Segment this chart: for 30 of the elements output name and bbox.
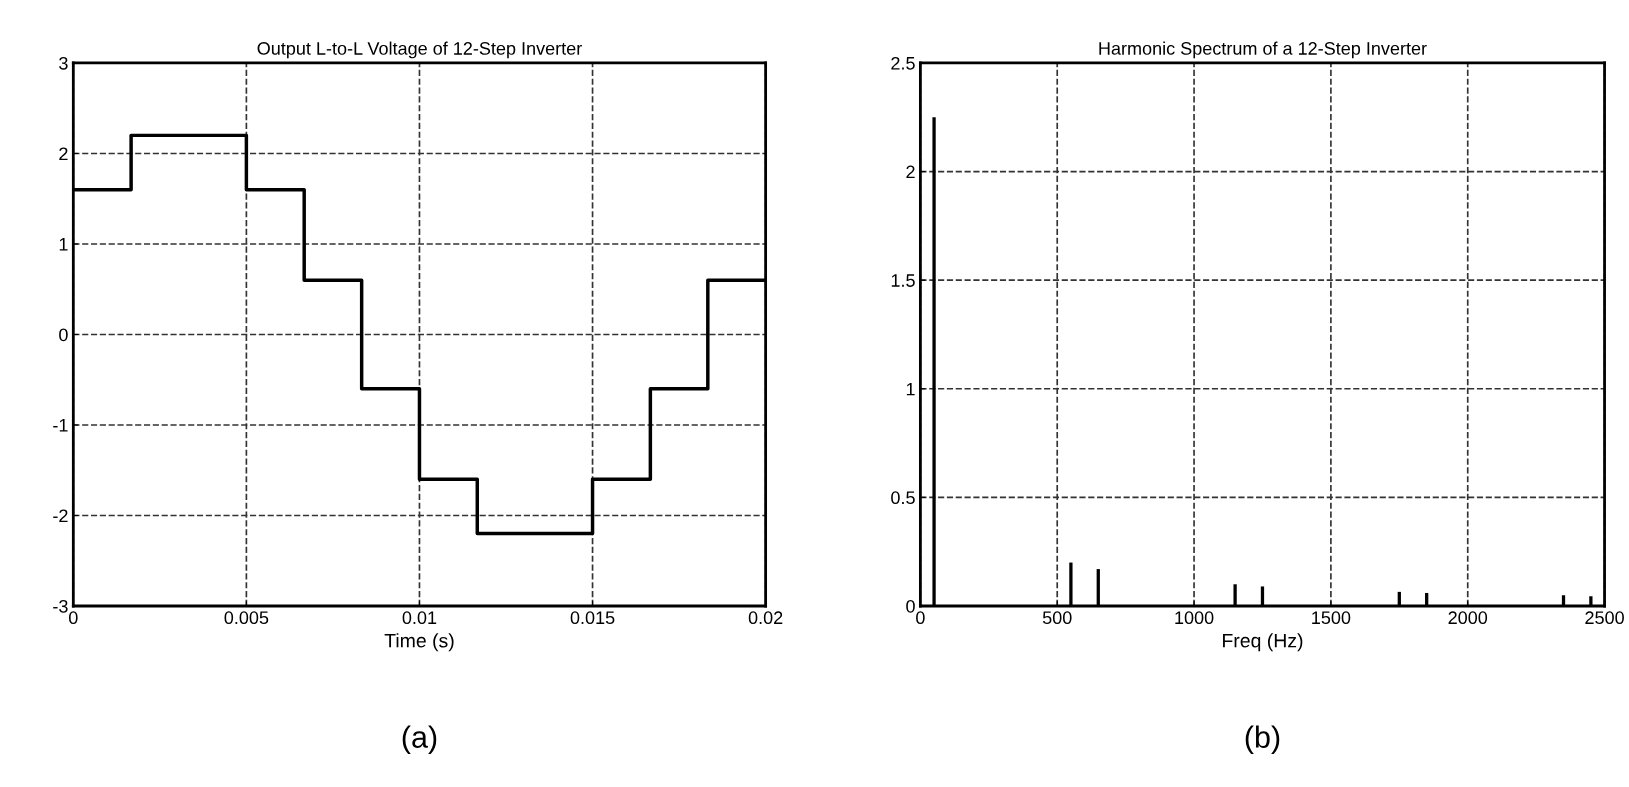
x-tick-label: 0.005 [224, 611, 269, 625]
y-tick-label: 0 [59, 328, 68, 342]
y-tick-label: 2 [59, 147, 68, 161]
y-tick-label: 1.5 [891, 274, 915, 287]
chart-title: Output L-to-L Voltage of 12-Step Inverter [257, 41, 582, 59]
x-tick-label: 1500 [1312, 611, 1351, 625]
y-tick-label: 0.5 [891, 491, 915, 505]
x-tick-label: 0 [916, 611, 925, 625]
y-tick-label: 2 [906, 165, 915, 179]
x-tick-label: 0.015 [570, 611, 615, 625]
x-tick-label: 0.02 [748, 611, 783, 625]
y-tick-label: 3 [59, 56, 68, 70]
text: (a) [402, 725, 437, 754]
text: (b) [1245, 725, 1280, 754]
x-axis-title: Time (s) [384, 633, 454, 652]
y-tick-label: -3 [53, 599, 68, 613]
x-tick-label: 1000 [1175, 611, 1214, 625]
x-axis-title: Freq (Hz) [1223, 633, 1303, 652]
y-tick-label: -1 [53, 419, 68, 432]
x-tick-label: 2000 [1448, 611, 1488, 625]
x-tick-label: 2500 [1585, 611, 1624, 625]
x-tick-label: 500 [1042, 611, 1072, 625]
y-tick-label: 1 [906, 382, 915, 396]
y-tick-label: -2 [53, 509, 68, 523]
x-tick-label: 0.01 [402, 611, 437, 625]
y-tick-label: 2.5 [891, 56, 915, 70]
y-tick-label: 0 [906, 599, 915, 613]
chart-title: Harmonic Spectrum of a 12-Step Inverter [1099, 41, 1427, 59]
x-tick-label: 0 [68, 611, 78, 625]
y-tick-label: 1 [59, 238, 68, 251]
